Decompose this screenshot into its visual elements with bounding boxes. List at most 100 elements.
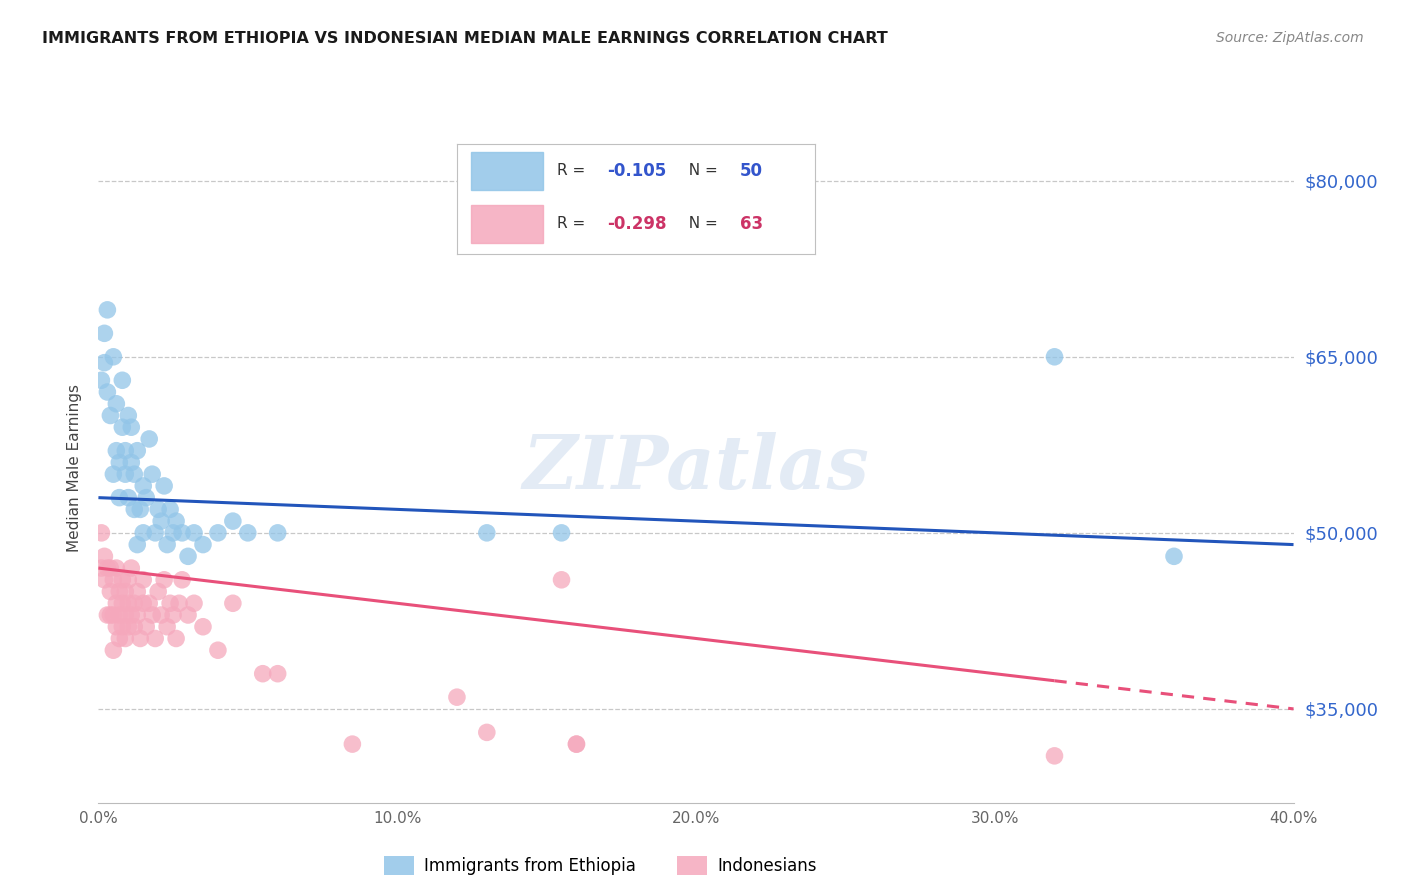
- Point: [120, 455, 142, 469]
- Point: [162, 607, 184, 622]
- Point: [114, 467, 136, 482]
- Point: [105, 561, 128, 575]
- Point: [114, 584, 136, 599]
- Point: [100, 584, 122, 599]
- Point: [1043, 350, 1066, 364]
- Point: [183, 525, 205, 540]
- Point: [153, 573, 176, 587]
- Point: [127, 584, 149, 599]
- Point: [129, 632, 152, 646]
- Point: [153, 479, 176, 493]
- Point: [565, 737, 588, 751]
- Point: [143, 525, 166, 540]
- Point: [143, 632, 166, 646]
- Point: [156, 538, 179, 552]
- Point: [550, 525, 572, 540]
- Point: [177, 549, 200, 564]
- Point: [111, 420, 134, 434]
- Point: [565, 737, 588, 751]
- Point: [252, 666, 274, 681]
- Point: [100, 607, 122, 622]
- Point: [172, 525, 194, 540]
- Point: [93, 326, 115, 341]
- Point: [191, 538, 214, 552]
- Point: [103, 467, 125, 482]
- Point: [124, 620, 146, 634]
- Point: [165, 632, 187, 646]
- Point: [103, 573, 125, 587]
- Point: [132, 596, 155, 610]
- Point: [96, 607, 118, 622]
- Point: [117, 573, 139, 587]
- Point: [105, 443, 128, 458]
- Text: ZIPatlas: ZIPatlas: [523, 432, 869, 505]
- Point: [90, 561, 112, 575]
- Point: [96, 302, 118, 317]
- Point: [127, 443, 149, 458]
- Point: [127, 607, 149, 622]
- Point: [103, 350, 125, 364]
- Point: [100, 561, 122, 575]
- Point: [236, 525, 259, 540]
- Point: [108, 584, 131, 599]
- Point: [159, 502, 181, 516]
- Point: [100, 409, 122, 423]
- Point: [117, 620, 139, 634]
- Point: [150, 514, 173, 528]
- Point: [114, 443, 136, 458]
- Point: [162, 525, 184, 540]
- Point: [111, 620, 134, 634]
- Point: [177, 607, 200, 622]
- Point: [1043, 748, 1066, 763]
- Point: [117, 409, 139, 423]
- Text: Source: ZipAtlas.com: Source: ZipAtlas.com: [1216, 31, 1364, 45]
- Point: [124, 502, 146, 516]
- Point: [111, 573, 134, 587]
- Point: [550, 573, 572, 587]
- Point: [135, 620, 157, 634]
- Point: [108, 632, 131, 646]
- Point: [159, 596, 181, 610]
- Point: [108, 491, 131, 505]
- Point: [132, 573, 155, 587]
- Point: [222, 514, 245, 528]
- Point: [167, 596, 190, 610]
- Point: [111, 596, 134, 610]
- Point: [446, 690, 468, 705]
- Point: [117, 491, 139, 505]
- Point: [93, 549, 115, 564]
- Point: [475, 525, 498, 540]
- Point: [114, 607, 136, 622]
- Point: [120, 607, 142, 622]
- Point: [267, 666, 290, 681]
- Point: [105, 620, 128, 634]
- Point: [141, 607, 163, 622]
- Point: [207, 643, 229, 657]
- Point: [342, 737, 364, 751]
- Point: [114, 632, 136, 646]
- Point: [172, 573, 194, 587]
- Point: [267, 525, 290, 540]
- Point: [90, 373, 112, 387]
- Point: [96, 384, 118, 399]
- Point: [1163, 549, 1185, 564]
- Point: [105, 596, 128, 610]
- Point: [124, 467, 146, 482]
- Point: [129, 502, 152, 516]
- Point: [108, 455, 131, 469]
- Point: [141, 467, 163, 482]
- Point: [150, 607, 173, 622]
- Point: [148, 584, 170, 599]
- Point: [183, 596, 205, 610]
- Point: [111, 373, 134, 387]
- Point: [222, 596, 245, 610]
- Point: [475, 725, 498, 739]
- Point: [191, 620, 214, 634]
- Point: [120, 561, 142, 575]
- Point: [138, 432, 160, 446]
- Point: [207, 525, 229, 540]
- Point: [90, 525, 112, 540]
- Legend: Immigrants from Ethiopia, Indonesians: Immigrants from Ethiopia, Indonesians: [377, 849, 824, 881]
- Point: [103, 643, 125, 657]
- Y-axis label: Median Male Earnings: Median Male Earnings: [67, 384, 83, 552]
